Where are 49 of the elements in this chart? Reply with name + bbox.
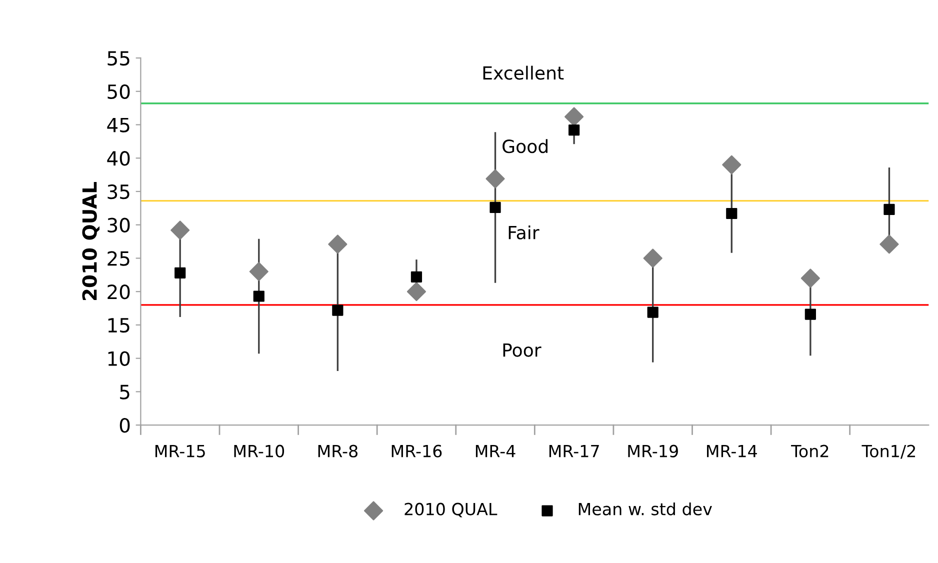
y-tick-label: 5 <box>120 384 130 400</box>
point <box>564 107 584 126</box>
annotation: Good <box>502 139 548 154</box>
y-tick-label: 35 <box>108 184 130 200</box>
point <box>328 234 348 254</box>
point <box>722 155 742 174</box>
point <box>486 169 505 188</box>
y-tick-label: 40 <box>107 151 130 166</box>
x-tick-label: Ton2 <box>791 444 828 458</box>
legend-label: Mean w. std dev <box>578 502 712 516</box>
y-axis-title: 2010 QUAL <box>82 182 100 300</box>
annotation: Poor <box>503 343 542 357</box>
x-tick-label: MR-14 <box>707 445 757 458</box>
point <box>249 262 268 282</box>
y-tick-label: 10 <box>108 351 130 366</box>
x-tick-label: MR-4 <box>476 445 516 458</box>
x-tick-label: MR-17 <box>549 445 599 458</box>
point <box>643 248 662 268</box>
x-tick-label: MR-19 <box>628 444 678 458</box>
y-tick-label: 0 <box>120 418 130 433</box>
point <box>410 271 422 282</box>
x-tick-label: MR-10 <box>234 444 284 458</box>
y-tick-label: 45 <box>107 118 130 132</box>
y-tick-label: 30 <box>108 218 130 233</box>
point <box>880 234 899 254</box>
y-tick-label: 20 <box>108 284 130 300</box>
point <box>174 267 186 278</box>
y-tick-label: 50 <box>108 84 130 100</box>
annotation: Fair <box>508 225 540 240</box>
point <box>332 304 344 316</box>
point <box>568 124 580 136</box>
annotation: Excellent <box>483 66 564 80</box>
y-tick-label: 15 <box>108 318 130 333</box>
point <box>170 220 190 240</box>
point <box>804 308 816 320</box>
legend-label: 2010 QUAL <box>404 502 498 518</box>
x-tick-label: MR-15 <box>155 445 205 458</box>
point <box>253 290 264 302</box>
x-tick-label: Ton1/2 <box>862 444 916 459</box>
point <box>647 306 658 318</box>
point <box>884 204 895 216</box>
x-tick-label: MR-16 <box>392 444 442 458</box>
y-tick-label: 55 <box>108 51 130 66</box>
point <box>490 202 501 214</box>
x-tick-label: MR-8 <box>318 444 358 458</box>
y-tick-label: 25 <box>108 251 130 266</box>
point <box>726 208 738 220</box>
point <box>406 282 426 302</box>
point <box>800 268 820 288</box>
